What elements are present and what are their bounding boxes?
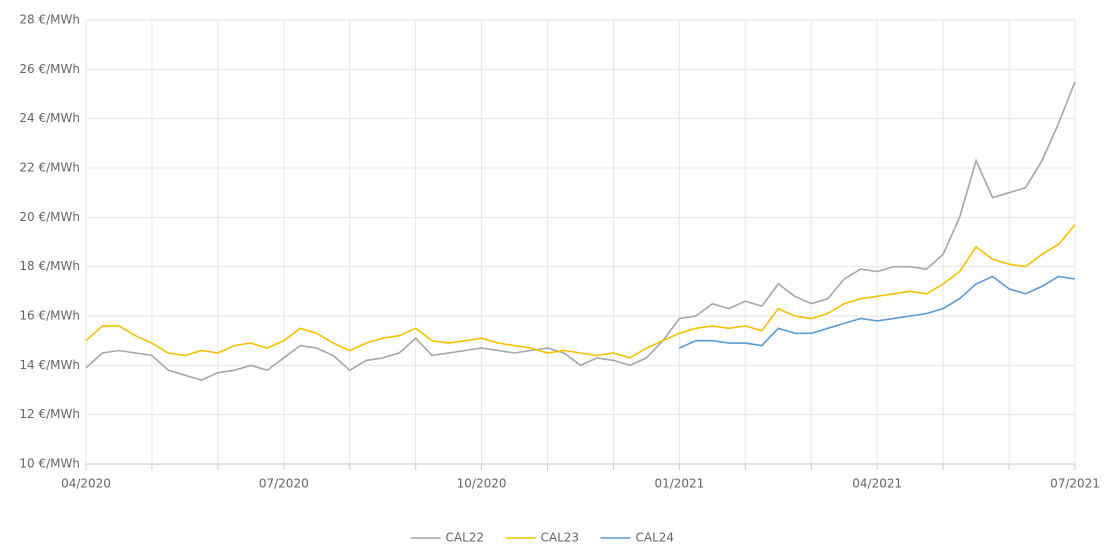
legend-label: CAL22	[446, 531, 485, 545]
y-tick-label: 26 €/MWh	[19, 62, 80, 76]
x-tick-label: 04/2020	[61, 477, 111, 491]
y-tick-label: 28 €/MWh	[19, 13, 80, 27]
legend-label: CAL24	[636, 531, 675, 545]
x-tick-label: 01/2021	[654, 477, 704, 491]
x-tick-label: 07/2020	[259, 477, 309, 491]
y-tick-label: 10 €/MWh	[19, 457, 80, 471]
y-tick-label: 16 €/MWh	[19, 309, 80, 323]
y-tick-label: 18 €/MWh	[19, 259, 80, 273]
y-tick-label: 14 €/MWh	[19, 358, 80, 372]
y-tick-label: 22 €/MWh	[19, 161, 80, 175]
legend-label: CAL23	[541, 531, 580, 545]
x-tick-label: 07/2021	[1050, 477, 1100, 491]
x-tick-label: 04/2021	[852, 477, 902, 491]
y-tick-label: 24 €/MWh	[19, 111, 80, 125]
y-tick-label: 20 €/MWh	[19, 210, 80, 224]
line-series	[85, 81, 1076, 381]
y-tick-label: 12 €/MWh	[19, 407, 80, 421]
line-series	[679, 275, 1076, 349]
x-tick-label: 10/2020	[457, 477, 507, 491]
line-series	[85, 224, 1076, 359]
